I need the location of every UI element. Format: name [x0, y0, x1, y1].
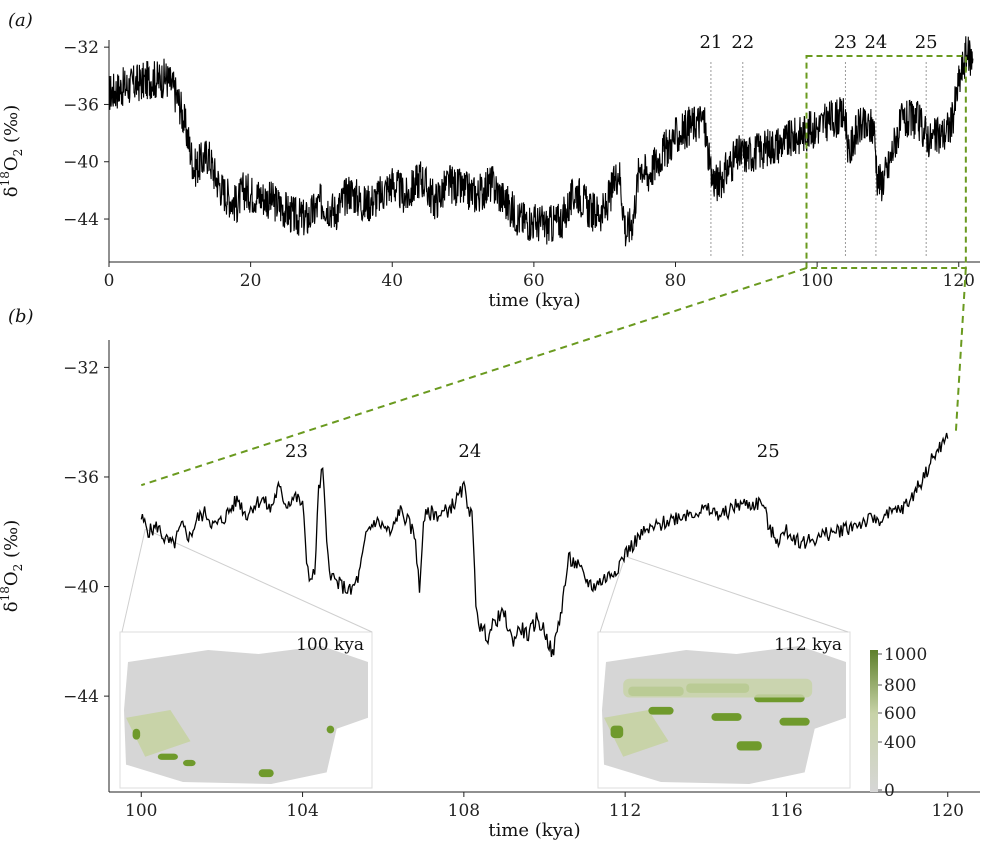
colorbar-tick-label: 800	[884, 676, 916, 696]
vegetation-dense	[183, 759, 196, 767]
vegetation-dense	[132, 728, 141, 740]
y-tick-label: −44	[63, 210, 99, 230]
y-axis-title: δ18O2 (‰)	[0, 105, 25, 197]
event-label: 22	[731, 32, 754, 53]
vegetation-dense	[736, 741, 762, 751]
landmass	[124, 646, 368, 784]
vegetation-dense	[258, 769, 274, 778]
y-tick-label: −36	[63, 468, 99, 488]
zoom-connector	[954, 267, 967, 434]
x-tick-label: 80	[665, 271, 687, 291]
map-inset: 100 kya	[119, 631, 373, 789]
inset-pointer	[599, 556, 626, 633]
x-tick-label: 116	[770, 801, 802, 821]
colorbar-tick-label: 1000	[884, 645, 927, 665]
panel-label: (a)	[8, 10, 33, 31]
x-tick-label: 20	[240, 271, 262, 291]
vegetation-light	[604, 710, 669, 757]
colorbar-tick-label: 0	[884, 781, 895, 801]
panel-b: 100 104 108 112 116 120 −32 −36 −40 −44 time (kya)…	[0, 306, 980, 841]
event-label: 25	[915, 32, 938, 53]
event-label: 23	[834, 32, 857, 53]
x-tick-label: 108	[448, 801, 480, 821]
vegetation-dense	[157, 753, 178, 760]
map-inset-label: 112 kya	[774, 635, 842, 655]
x-tick-label: 60	[523, 271, 545, 291]
panel-a: 0 20 40 60 80 100 120 −32 −36 −40 −44 time (kya) δ18…	[0, 10, 980, 311]
x-tick-label: 120	[943, 271, 975, 291]
x-tick-label: 100	[801, 271, 833, 291]
event-label: 23	[285, 441, 308, 462]
svg-text:δ18O2 (‰): δ18O2 (‰)	[0, 520, 25, 612]
vegetation-light	[126, 710, 191, 757]
x-axis-title: time (kya)	[488, 820, 580, 841]
inset-pointer	[121, 528, 146, 633]
x-tick-label: 112	[609, 801, 641, 821]
panel-label: (b)	[8, 306, 34, 327]
vegetation-dense	[610, 725, 624, 739]
x-axis-title: time (kya)	[488, 290, 580, 311]
vegetation-light	[623, 678, 813, 698]
map-inset-label: 100 kya	[296, 635, 364, 655]
vegetation-dense	[326, 725, 335, 734]
series-line	[108, 36, 974, 247]
colorbar-ramp	[870, 650, 878, 792]
zoom-box	[805, 55, 967, 269]
event-label: 25	[757, 441, 780, 462]
vegetation-dense	[648, 706, 674, 715]
y-tick-label: −36	[63, 95, 99, 115]
zoom-connector-lines	[140, 267, 967, 487]
y-tick-label: −32	[63, 358, 99, 378]
vegetation-dense	[711, 713, 742, 721]
svg-text:δ18O2 (‰): δ18O2 (‰)	[0, 105, 25, 197]
x-tick-label: 40	[381, 271, 403, 291]
x-tick-label: 120	[932, 801, 964, 821]
y-tick-label: −32	[63, 38, 99, 58]
series-line	[140, 432, 949, 658]
inset-pointer	[624, 555, 849, 633]
colorbar-tick-label: 600	[884, 704, 916, 724]
y-tick-label: −44	[63, 687, 99, 707]
x-tick-label: 0	[104, 271, 115, 291]
event-label: 24	[864, 32, 887, 53]
y-axis-title: δ18O2 (‰)	[0, 520, 25, 612]
colorbar: 1000 800 600 400 0	[870, 645, 927, 801]
vegetation-dense	[779, 717, 810, 726]
map-inset: 112 kya	[597, 631, 851, 789]
colorbar-tick-label: 400	[884, 733, 916, 753]
x-tick-label: 100	[125, 801, 157, 821]
event-label: 24	[458, 441, 481, 462]
event-label: 21	[699, 32, 722, 53]
y-tick-label: −40	[63, 153, 99, 173]
inset-pointer	[145, 528, 373, 633]
zoom-connector	[140, 267, 807, 487]
y-tick-label: −40	[63, 578, 99, 598]
x-tick-label: 104	[286, 801, 318, 821]
